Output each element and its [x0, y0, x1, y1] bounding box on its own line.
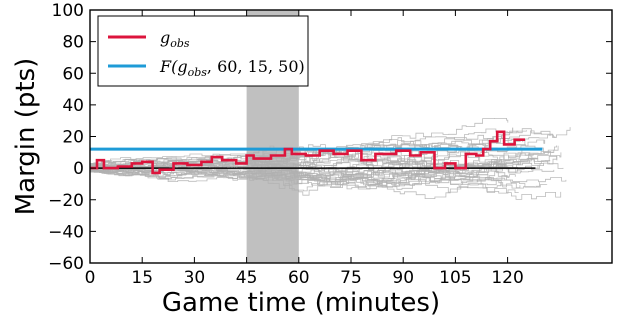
x-tick-label: 75: [340, 268, 362, 288]
data-series: [90, 130, 543, 175]
x-tick-label: 0: [85, 268, 96, 288]
y-tick-label: 0: [73, 159, 84, 179]
simulated-path: [90, 169, 510, 188]
x-tick-label: 30: [184, 268, 206, 288]
x-tick-label: 60: [288, 268, 310, 288]
observed-line: [90, 130, 525, 175]
y-axis-label: Margin (pts): [11, 58, 41, 216]
legend-box: [97, 15, 309, 87]
simulated-path: [90, 139, 546, 176]
axes: 0 15 30 45 60 75 90 105 120 −60 −40 −20 0 20 40 60 80 100…: [11, 1, 613, 318]
legend-label-fitted: F(gobs, 60, 15, 50): [159, 57, 305, 79]
simulated-path: [90, 168, 519, 194]
x-tick-label: 105: [439, 268, 471, 288]
x-tick-label: 45: [236, 268, 258, 288]
x-axis-label: Game time (minutes): [162, 288, 440, 318]
y-tick-label: 20: [62, 128, 84, 148]
y-tick-label: 100: [52, 1, 84, 21]
simulated-path: [90, 163, 548, 189]
y-tick-label: −20: [48, 191, 84, 211]
y-tick-label: 60: [62, 64, 84, 84]
y-tick-label: 80: [62, 33, 84, 53]
simulated-path: [90, 156, 505, 178]
x-tick-label: 15: [131, 268, 153, 288]
y-tick-label: 40: [62, 96, 84, 116]
simulated-path: [90, 118, 509, 177]
x-tick-label: 120: [491, 268, 523, 288]
simulated-paths: [90, 118, 571, 200]
x-tick-label: 90: [392, 268, 414, 288]
simulated-path: [90, 158, 567, 183]
y-tick-label: −40: [48, 222, 84, 242]
y-tick-label: −60: [48, 254, 84, 274]
simulated-path: [90, 130, 551, 170]
